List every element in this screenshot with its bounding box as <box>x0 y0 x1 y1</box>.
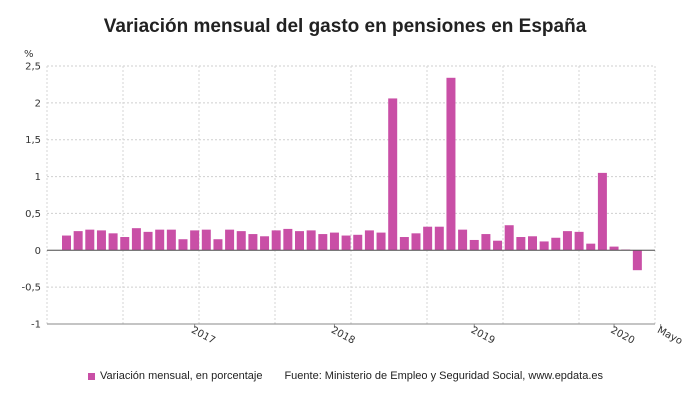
bar <box>236 231 246 251</box>
bar <box>341 235 351 251</box>
legend-swatch <box>88 372 95 380</box>
x-tick-label: 2020 <box>609 325 637 347</box>
bar <box>539 241 549 251</box>
bar <box>213 239 223 251</box>
y-tick-label: -1 <box>31 320 41 331</box>
bar <box>329 232 339 251</box>
bar <box>632 250 642 271</box>
bar <box>283 228 293 251</box>
bar <box>597 172 607 251</box>
y-tick-label: 1 <box>35 172 41 183</box>
bar <box>178 239 188 251</box>
bar <box>85 229 95 251</box>
bar <box>62 235 71 251</box>
y-tick-label: 0 <box>35 246 41 257</box>
bar <box>225 229 235 251</box>
x-tick-label: 2017 <box>189 325 217 347</box>
bar <box>131 228 141 251</box>
x-tick-label: Mayo <box>655 325 684 347</box>
bar <box>364 230 374 251</box>
bar <box>411 233 421 251</box>
y-tick-label: 1,5 <box>25 135 41 146</box>
bar <box>481 234 491 251</box>
bar <box>504 225 514 251</box>
bar <box>248 234 258 251</box>
bar <box>528 236 537 251</box>
bar <box>388 98 398 251</box>
bar <box>551 237 561 251</box>
bar <box>493 240 503 251</box>
grid-lines <box>46 65 656 325</box>
y-tick-labels: -1 -0,5 0 0,5 1 1,5 2 2,5 <box>21 62 41 331</box>
bar <box>353 234 363 251</box>
legend: Variación mensual, en porcentaje Fuente:… <box>88 370 603 382</box>
y-axis-unit: % <box>24 49 34 60</box>
chart-title: Variación mensual del gasto en pensiones… <box>103 16 587 37</box>
x-tick-label: 2019 <box>469 325 497 347</box>
bar <box>516 237 526 251</box>
bar <box>306 230 316 251</box>
bar <box>295 231 304 251</box>
y-tick-label: 0,5 <box>25 209 41 220</box>
y-tick-label: -0,5 <box>21 283 41 294</box>
y-tick-label: 2,5 <box>25 62 41 73</box>
bar <box>201 229 211 251</box>
x-tick-label: 2018 <box>329 325 357 347</box>
bar <box>609 246 619 251</box>
bar <box>423 226 433 251</box>
bar <box>108 233 118 251</box>
bar <box>458 229 468 251</box>
bar <box>574 231 584 251</box>
bar <box>120 237 130 251</box>
bar <box>166 229 176 251</box>
bar <box>376 232 386 251</box>
bar <box>190 230 200 251</box>
x-axis: 2017 2018 2019 2020 Mayo <box>47 249 684 347</box>
bar <box>271 230 281 251</box>
bar <box>469 239 479 251</box>
bar <box>73 231 83 251</box>
bar <box>446 77 456 251</box>
bar <box>143 231 153 251</box>
bar <box>260 236 270 251</box>
bar <box>434 226 444 251</box>
legend-label: Variación mensual, en porcentaje <box>100 370 263 382</box>
bar <box>562 231 572 251</box>
bar <box>318 234 328 251</box>
bar <box>155 229 165 251</box>
bars <box>62 77 642 271</box>
bar <box>586 243 596 251</box>
bar <box>399 237 409 251</box>
y-tick-label: 2 <box>35 98 41 109</box>
source-note: Fuente: Ministerio de Empleo y Seguridad… <box>284 370 604 382</box>
bar <box>96 230 106 251</box>
